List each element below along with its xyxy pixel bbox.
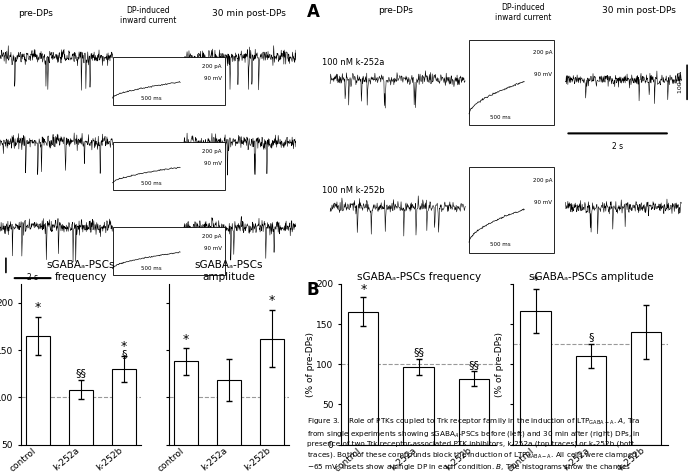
Text: *: *	[269, 295, 275, 307]
Text: 200 pA: 200 pA	[203, 64, 222, 69]
Text: 100 nM k-252b: 100 nM k-252b	[322, 185, 385, 195]
Text: §: §	[588, 332, 593, 342]
Text: 90 mV: 90 mV	[534, 72, 553, 77]
Text: 30 min post-DPs: 30 min post-DPs	[212, 9, 286, 18]
Text: 100 pA: 100 pA	[678, 71, 683, 93]
Title: sGABAₐ-PSCs frequency: sGABAₐ-PSCs frequency	[356, 272, 481, 281]
Text: pre-DPs: pre-DPs	[378, 6, 413, 15]
Text: 90 mV: 90 mV	[204, 161, 222, 166]
Bar	[348, 312, 378, 445]
Text: §§: §§	[413, 347, 424, 357]
Text: 100 nM k-252a: 100 nM k-252a	[322, 58, 385, 67]
Text: *: *	[183, 333, 189, 346]
Text: *: *	[360, 283, 367, 296]
Bar	[112, 369, 136, 473]
Bar	[459, 379, 489, 445]
Bar	[112, 142, 225, 190]
Text: §§: §§	[76, 368, 86, 378]
Bar	[469, 40, 554, 125]
Text: 200 pA: 200 pA	[203, 234, 222, 239]
Text: 30 min post-DPs: 30 min post-DPs	[602, 6, 676, 15]
Text: 500 ms: 500 ms	[491, 243, 511, 247]
Bar	[69, 390, 93, 473]
Text: 200 pA: 200 pA	[203, 149, 222, 154]
Bar	[403, 367, 434, 445]
Title: sGABAₐ-PSCs
amplitude: sGABAₐ-PSCs amplitude	[195, 260, 263, 281]
Text: *: *	[35, 301, 41, 314]
Text: B: B	[307, 281, 319, 299]
Bar	[520, 311, 551, 445]
Text: 500 ms: 500 ms	[141, 181, 161, 186]
Text: 500 ms: 500 ms	[491, 115, 511, 120]
Bar	[631, 332, 661, 445]
Bar	[112, 227, 225, 275]
Text: 200 pA: 200 pA	[533, 178, 553, 183]
Text: DP-induced
inward current: DP-induced inward current	[120, 6, 176, 25]
Text: pre-DPs: pre-DPs	[18, 9, 53, 18]
Text: 90 mV: 90 mV	[204, 76, 222, 81]
Bar	[575, 356, 606, 445]
Text: 200 pA: 200 pA	[533, 50, 553, 55]
Text: *: *	[121, 340, 127, 353]
Bar	[217, 380, 241, 473]
Text: Figure 3.    Role of PTKs coupled to Trk receptor family in the induction of LTP: Figure 3. Role of PTKs coupled to Trk re…	[307, 417, 641, 472]
Text: 2 s: 2 s	[27, 273, 38, 282]
Title: sGABAₐ-PSCs amplitude: sGABAₐ-PSCs amplitude	[528, 272, 653, 281]
Text: 100 pA: 100 pA	[0, 253, 1, 278]
Y-axis label: (% of pre-DPs): (% of pre-DPs)	[306, 332, 315, 397]
Text: 500 ms: 500 ms	[141, 96, 161, 101]
Text: 2 s: 2 s	[612, 142, 623, 151]
Bar	[469, 167, 554, 253]
Text: §: §	[121, 350, 127, 359]
Bar	[174, 361, 198, 473]
Text: 90 mV: 90 mV	[204, 246, 222, 251]
Text: A: A	[307, 3, 320, 21]
Y-axis label: (% of pre-DPs): (% of pre-DPs)	[495, 332, 504, 397]
Title: sGABAₐ-PSCs
frequency: sGABAₐ-PSCs frequency	[47, 260, 115, 281]
Bar	[260, 339, 284, 473]
Text: §§: §§	[469, 360, 480, 370]
Text: 90 mV: 90 mV	[534, 200, 553, 205]
Bar	[26, 336, 50, 473]
Text: *: *	[533, 274, 539, 287]
Bar	[112, 57, 225, 105]
Text: 500 ms: 500 ms	[141, 266, 161, 272]
Text: DP-induced
inward current: DP-induced inward current	[495, 3, 551, 22]
